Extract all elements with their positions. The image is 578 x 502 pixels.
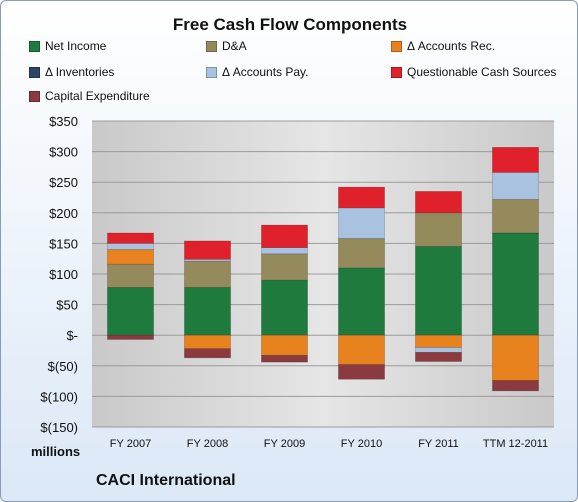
bar-segment — [338, 334, 385, 365]
bar-segment — [415, 334, 462, 348]
bar-segment — [338, 207, 385, 239]
bar-segment — [107, 334, 154, 340]
bar-segment — [338, 267, 385, 336]
legend-label: Capital Expenditure — [45, 89, 150, 103]
legend-label: Δ Accounts Pay. — [222, 65, 309, 79]
bar-segment — [184, 334, 231, 349]
bar-segment — [415, 347, 462, 353]
legend-swatch — [29, 90, 40, 102]
y-tick-label: $50 — [56, 298, 78, 313]
legend-label: Questionable Cash Sources — [407, 65, 557, 79]
bar-segment — [184, 287, 231, 336]
bar-segment — [492, 147, 539, 173]
legend-label: Δ Accounts Rec. — [407, 39, 496, 53]
legend-inventories: Δ Inventories — [29, 65, 114, 79]
bar-segment — [338, 186, 385, 209]
bar-segment — [107, 249, 154, 265]
legend-swatch — [391, 40, 402, 52]
legend-label: Δ Inventories — [45, 65, 115, 79]
y-tick-label: $(150) — [40, 420, 78, 435]
bar-segment — [492, 232, 539, 336]
y-tick-label: $350 — [49, 114, 78, 129]
y-tick-label: $150 — [49, 236, 78, 251]
bar-segment — [107, 232, 154, 244]
bar-segment — [415, 212, 462, 247]
legend-accounts-pay: Δ Accounts Pay. — [206, 65, 309, 79]
legend-label: Net Income — [45, 39, 107, 53]
legend-da: D&A — [206, 39, 247, 53]
x-category-label: FY 2009 — [264, 438, 305, 450]
bar-segment — [261, 247, 308, 255]
legend-capex: Capital Expenditure — [29, 89, 150, 103]
units-label: millions — [31, 444, 81, 459]
x-category-label: FY 2011 — [418, 438, 459, 450]
legend-swatch — [206, 66, 217, 78]
bar-segment — [492, 380, 539, 392]
bar-segment — [415, 352, 462, 362]
bar-segment — [415, 246, 462, 336]
bar-segment — [107, 263, 154, 288]
legend-swatch — [29, 66, 40, 78]
bar-segment — [184, 348, 231, 359]
bar-segment — [261, 224, 308, 248]
bar-segment — [492, 334, 539, 381]
bar-segment — [338, 238, 385, 269]
x-category-label: FY 2010 — [341, 438, 382, 450]
y-tick-label: $(100) — [40, 389, 78, 404]
x-category-label: FY 2007 — [110, 438, 151, 450]
legend-net-income: Net Income — [29, 39, 106, 53]
legend-swatch — [391, 66, 402, 78]
legend-questionable: Questionable Cash Sources — [391, 65, 556, 79]
company-name: CACI International — [96, 472, 236, 489]
bar-segment — [261, 355, 308, 363]
x-category-label: FY 2008 — [187, 438, 228, 450]
legend-swatch — [29, 40, 40, 52]
y-tick-label: $- — [66, 328, 78, 343]
bar-segment — [492, 199, 539, 234]
y-tick-label: $250 — [49, 175, 78, 190]
y-tick-label: $200 — [49, 206, 78, 221]
bar-segment — [261, 279, 308, 336]
bar-segment — [338, 364, 385, 380]
legend-label: D&A — [222, 39, 247, 53]
bar-segment — [107, 243, 154, 250]
legend-accounts-rec: Δ Accounts Rec. — [391, 39, 495, 53]
bar-segment — [415, 191, 462, 214]
x-category-label: TTM 12-2011 — [483, 438, 548, 450]
bar-segment — [184, 240, 231, 260]
y-tick-label: $300 — [49, 145, 78, 160]
bar-segment — [184, 260, 231, 288]
bar-segment — [492, 172, 539, 200]
legend-swatch — [206, 40, 217, 52]
y-tick-label: $(50) — [48, 359, 78, 374]
bar-segment — [261, 253, 308, 281]
bar-segment — [107, 287, 154, 336]
y-tick-label: $100 — [49, 267, 78, 282]
bar-segment — [261, 334, 308, 356]
chart-title: Free Cash Flow Components — [172, 15, 408, 34]
